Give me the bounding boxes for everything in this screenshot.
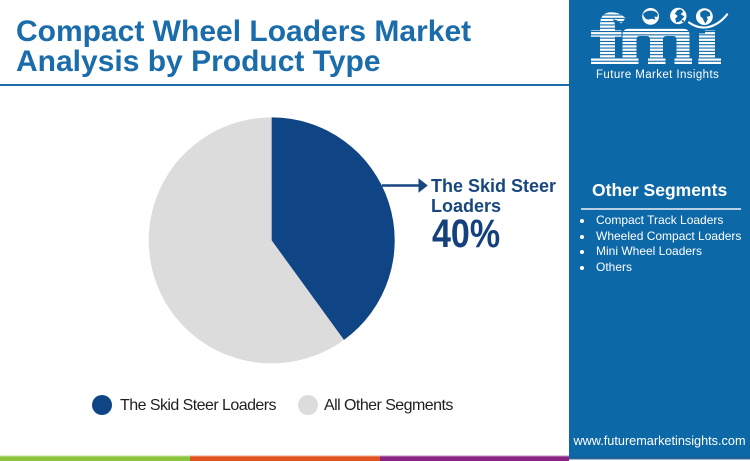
svg-text:Future Market Insights: Future Market Insights — [596, 69, 719, 81]
